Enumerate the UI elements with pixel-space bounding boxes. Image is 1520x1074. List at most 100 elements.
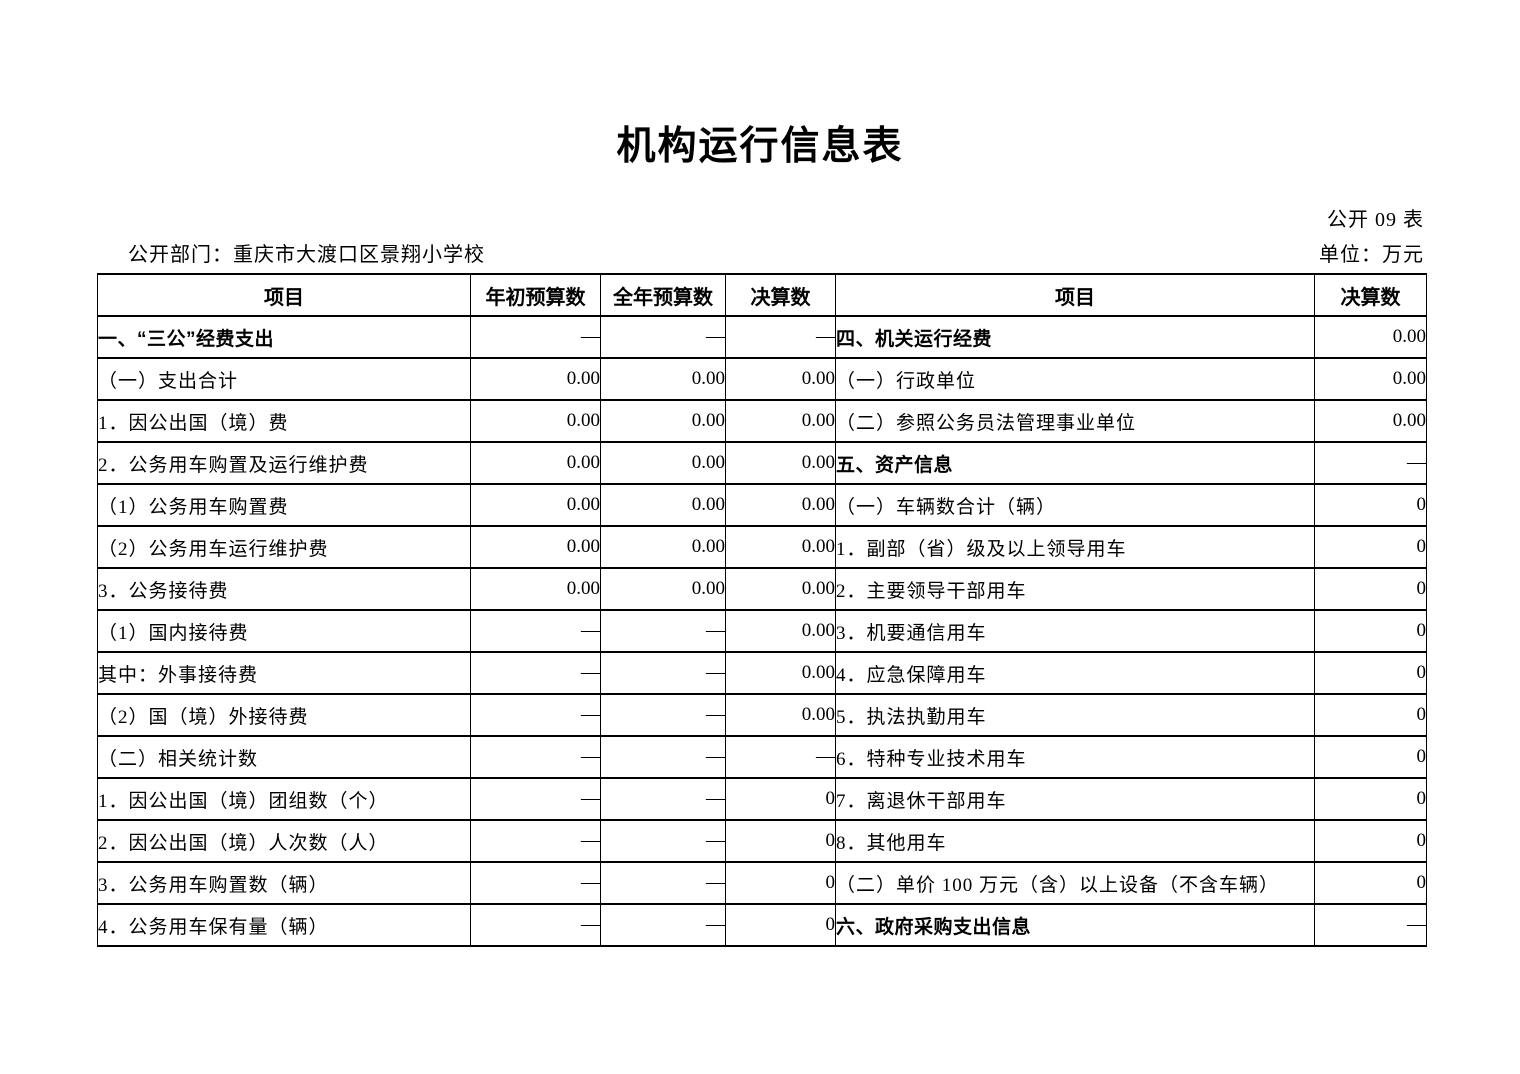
- table-row: （2）公务用车运行维护费 0.00 0.00 0.00 1．副部（省）级及以上领导用车 0: [97, 525, 1427, 569]
- item-label: 六、政府采购支出信息: [835, 903, 1315, 947]
- item-value: 0.00: [725, 357, 836, 401]
- item-label: 2．主要领导干部用车: [835, 567, 1315, 611]
- table-code-label: 公开 09 表: [1327, 209, 1424, 231]
- item-value: 0.00: [600, 567, 726, 611]
- item-label: 五、资产信息: [835, 441, 1315, 485]
- item-value: 0: [1314, 525, 1427, 569]
- item-value: 0.00: [470, 525, 601, 569]
- table-row: 1．因公出国（境）团组数（个） — —0 7．离退休干部用车 0: [97, 777, 1427, 821]
- item-label: （一）车辆数合计（辆）: [835, 483, 1315, 527]
- item-value: 0.00: [1314, 399, 1427, 443]
- item-label: 2．因公出国（境）人次数（人）: [97, 819, 471, 863]
- item-label: 4．公务用车保有量（辆）: [97, 903, 471, 947]
- item-label: （2）公务用车运行维护费: [97, 525, 471, 569]
- item-label: 5．执法执勤用车: [835, 693, 1315, 737]
- item-value: —: [600, 651, 726, 695]
- table-row: 3．公务用车购置数（辆） — —0 （二）单价 100 万元（含）以上设备（不含车辆）…: [97, 861, 1427, 905]
- item-value: —: [600, 693, 726, 737]
- item-value: 0: [725, 903, 836, 947]
- header-final-left: 决算数: [725, 273, 836, 317]
- table-row: 1．因公出国（境）费 0.00 0.00 0.00 （二）参照公务员法管理事业单位 0.0…: [97, 399, 1427, 443]
- item-value: —: [600, 777, 726, 821]
- item-label: 一、“三公”经费支出: [97, 315, 471, 359]
- header-initial-budget: 年初预算数: [470, 273, 601, 317]
- item-value: 0.00: [470, 567, 601, 611]
- table-row: 4．公务用车保有量（辆） — —0 六、政府采购支出信息 —: [97, 903, 1427, 947]
- item-value: 0.00: [600, 441, 726, 485]
- item-label: 4．应急保障用车: [835, 651, 1315, 695]
- item-value: 0.00: [470, 441, 601, 485]
- item-value: —: [470, 693, 601, 737]
- table-row: （二）相关统计数 — — —6．特种专业技术用车 0: [97, 735, 1427, 779]
- item-value: 0.00: [725, 441, 836, 485]
- item-value: —: [600, 861, 726, 905]
- meta-line: 公开部门：重庆市大渡口区景翔小学校 单位：万元: [97, 238, 1424, 266]
- item-label: （一）行政单位: [835, 357, 1315, 401]
- item-label: （1）国内接待费: [97, 609, 471, 653]
- item-value: 0.00: [600, 357, 726, 401]
- item-value: —: [470, 735, 601, 779]
- item-label: 6．特种专业技术用车: [835, 735, 1315, 779]
- item-label: 1．因公出国（境）费: [97, 399, 471, 443]
- item-value: 0.00: [470, 399, 601, 443]
- page-title: 机构运行信息表: [616, 125, 904, 168]
- item-value: 0.00: [470, 483, 601, 527]
- header-annual-budget: 全年预算数: [600, 273, 726, 317]
- item-label: （二）相关统计数: [97, 735, 471, 779]
- item-value: 0.00: [725, 399, 836, 443]
- item-label: 2．公务用车购置及运行维护费: [97, 441, 471, 485]
- item-label: （2）国（境）外接待费: [97, 693, 471, 737]
- item-value: 0.00: [725, 609, 836, 653]
- item-value: —: [470, 861, 601, 905]
- item-value: —: [470, 609, 601, 653]
- item-label: 3．公务用车购置数（辆）: [97, 861, 471, 905]
- item-value: 0.00: [470, 357, 601, 401]
- item-value: —: [470, 315, 601, 359]
- table-row: （1）国内接待费 — —0.00 3．机要通信用车 0: [97, 609, 1427, 653]
- item-value: —: [600, 609, 726, 653]
- header-final-right: 决算数: [1314, 273, 1427, 317]
- table-row: 3．公务接待费 0.00 0.00 0.00 2．主要领导干部用车 0: [97, 567, 1427, 611]
- item-value: 0: [1314, 609, 1427, 653]
- item-label: 1．副部（省）级及以上领导用车: [835, 525, 1315, 569]
- item-label: 3．机要通信用车: [835, 609, 1315, 653]
- item-value: 0.00: [600, 483, 726, 527]
- item-value: —: [600, 735, 726, 779]
- item-value: 0.00: [600, 399, 726, 443]
- header-row: 项目 年初预算数 全年预算数 决算数 项目 决算数: [97, 273, 1427, 317]
- item-value: —: [1314, 903, 1427, 947]
- item-value: 0: [1314, 819, 1427, 863]
- item-value: 0: [1314, 651, 1427, 695]
- item-value: —: [600, 315, 726, 359]
- item-value: 0: [725, 861, 836, 905]
- item-value: 0: [1314, 861, 1427, 905]
- item-value: 0: [1314, 693, 1427, 737]
- table-row: 2．因公出国（境）人次数（人） — —0 8．其他用车 0: [97, 819, 1427, 863]
- table-row: 2．公务用车购置及运行维护费 0.00 0.00 0.00 五、资产信息 —: [97, 441, 1427, 485]
- item-value: —: [725, 735, 836, 779]
- item-value: 0.00: [600, 525, 726, 569]
- item-value: 0: [1314, 777, 1427, 821]
- item-label: 7．离退休干部用车: [835, 777, 1315, 821]
- item-value: 0.00: [725, 483, 836, 527]
- item-label: 8．其他用车: [835, 819, 1315, 863]
- table-row: （一）支出合计 0.00 0.00 0.00 （一）行政单位 0.00: [97, 357, 1427, 401]
- item-value: 0.00: [725, 651, 836, 695]
- header-item-left: 项目: [97, 273, 471, 317]
- item-label: 其中：外事接待费: [97, 651, 471, 695]
- item-label: （二）单价 100 万元（含）以上设备（不含车辆）: [835, 861, 1315, 905]
- item-value: 0: [1314, 735, 1427, 779]
- item-value: 0.00: [725, 567, 836, 611]
- item-label: （一）支出合计: [97, 357, 471, 401]
- header-item-right: 项目: [835, 273, 1315, 317]
- item-value: 0.00: [725, 525, 836, 569]
- item-value: —: [600, 903, 726, 947]
- item-value: 0: [1314, 567, 1427, 611]
- budget-table: 项目 年初预算数 全年预算数 决算数 项目 决算数 一、“三公”经费支出 — — — 四…: [97, 273, 1427, 947]
- item-value: 0: [725, 819, 836, 863]
- table-row: 一、“三公”经费支出 — — — 四、机关运行经费 0.00: [97, 315, 1427, 359]
- item-label: 四、机关运行经费: [835, 315, 1315, 359]
- item-value: 0.00: [1314, 357, 1427, 401]
- item-value: —: [600, 819, 726, 863]
